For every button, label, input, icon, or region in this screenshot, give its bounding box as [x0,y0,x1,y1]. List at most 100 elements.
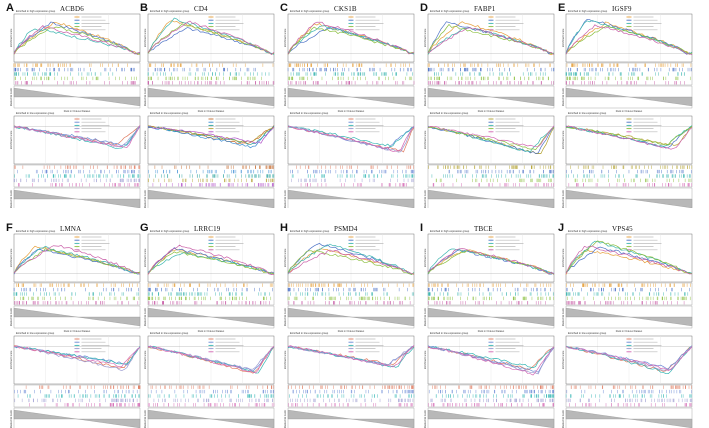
gene-name: LRRC19 [194,225,221,233]
panel-letter: G [140,222,149,234]
gene-name: TBCE [474,225,493,233]
rank-axis-label: Ranked list metric [562,307,565,326]
rank-axis-label: Ranked list metric [144,189,147,208]
gene-name: PSMD4 [334,225,358,233]
es-curve [13,25,141,55]
es-curve [147,345,275,374]
rank-axis-label: Ranked list metric [144,87,147,106]
es-axis-label: Enrichment score [284,350,287,369]
rank-metric-area [13,307,141,327]
es-axis-label: Enrichment score [144,350,147,369]
rank-axis-label: Ranked list metric [424,189,427,208]
gsea-high-plot: Enriched in high expression group Enrichm… [562,9,693,113]
hits-frame [565,164,693,188]
subplot-title: Enriched in high expression group [150,229,190,233]
gene-name: VPS45 [612,225,633,233]
gsea-svg: Enriched in high expression group Enrichm… [284,229,415,428]
gsea-high-plot: Enriched in high expression group Enrichm… [424,229,555,333]
gsea-high-plot: Enriched in high expression group Enrichm… [284,9,415,113]
es-curve [147,20,275,56]
gsea-svg: Enriched in high expression group Enrichm… [144,229,275,428]
es-axis-label: Enrichment score [144,28,147,47]
es-curve [287,126,415,152]
gene-name: ACBD6 [60,5,84,13]
gsea-svg: Enriched in high expression group Enrichm… [144,9,275,208]
subplot-title: Enriched in high expression group [290,9,330,13]
panel-letter: C [280,2,288,14]
subplot-title: Enriched in low expression group [430,111,469,115]
rank-axis-label: Ranked list metric [424,87,427,106]
es-axis-label: Enrichment score [562,130,565,149]
panel-letter: H [280,222,288,234]
gsea-svg: Enriched in high expression group Enrichm… [10,229,141,428]
es-axis-label: Enrichment score [424,130,427,149]
es-curve [287,21,415,55]
rank-axis-label: Ranked list metric [284,189,287,208]
es-curve [13,26,141,55]
es-curve [565,345,693,372]
es-curve [147,126,275,144]
es-curve [13,244,141,275]
es-curve [287,249,415,275]
es-curve [147,244,275,275]
rank-metric-area [565,189,693,208]
es-axis-label: Enrichment score [284,130,287,149]
es-curve [147,27,275,55]
es-curve [287,250,415,275]
subplot-title: Enriched in high expression group [290,229,330,233]
gsea-high-plot: Enriched in high expression group Enrichm… [424,9,555,113]
es-curve [427,125,555,153]
es-curve [147,251,275,275]
es-curve [427,346,555,376]
panel-i: I TBCE Enriched in high expression group En… [420,222,558,428]
gsea-low-plot: Enriched in low expression group Enrichme… [144,111,275,208]
es-curve [565,125,693,150]
es-curve [287,125,415,153]
panel-letter: F [6,222,13,234]
es-curve [147,23,275,55]
rank-metric-area [13,87,141,107]
panel-letter: A [6,2,14,14]
es-axis-label: Enrichment score [10,248,13,267]
subplot-title: Enriched in high expression group [16,9,56,13]
gsea-svg: Enriched in high expression group Enrichm… [10,9,141,208]
gsea-svg: Enriched in high expression group Enrichm… [424,9,555,208]
rank-axis-label: Ranked list metric [562,87,565,106]
subplot-title: Enriched in high expression group [16,229,56,233]
rank-axis-label: Ranked list metric [144,307,147,326]
hits-frame [427,384,555,408]
es-curve [565,24,693,55]
es-axis-label: Enrichment score [284,248,287,267]
es-curve [287,126,415,150]
gsea-svg: Enriched in high expression group Enrichm… [562,229,693,428]
subplot-title: Enriched in low expression group [290,331,329,335]
es-curve [565,25,693,55]
es-curve [147,251,275,275]
gsea-low-plot: Enriched in low expression group Enrichme… [562,111,693,208]
es-curve [427,248,555,275]
hits-frame [565,282,693,306]
subplot-title: Enriched in high expression group [430,9,470,13]
subplot-title: Enriched in low expression group [568,331,607,335]
hits-frame [13,384,141,408]
rank-metric-area [147,307,275,327]
subplot-title: Enriched in high expression group [430,229,470,233]
x-axis-label: Rank in Ordered Dataset [616,330,643,333]
es-curve [427,27,555,55]
x-axis-label: Rank in Ordered Dataset [198,330,225,333]
rank-axis-label: Ranked list metric [424,409,427,428]
rank-metric-area [287,189,415,208]
es-curve [565,240,693,274]
subplot-title: Enriched in low expression group [150,331,189,335]
panel-a: A ACBD6 Enriched in high expression group E… [6,2,144,208]
es-axis-label: Enrichment score [424,248,427,267]
es-curve [427,126,555,151]
panel-letter: B [140,2,148,14]
panel-f: F LMNA Enriched in high expression group En… [6,222,144,428]
es-curve [565,125,693,146]
gsea-low-plot: Enriched in low expression group Enrichme… [10,331,141,428]
subplot-title: Enriched in low expression group [568,111,607,115]
rank-axis-label: Ranked list metric [10,409,13,428]
es-curve [147,247,275,274]
